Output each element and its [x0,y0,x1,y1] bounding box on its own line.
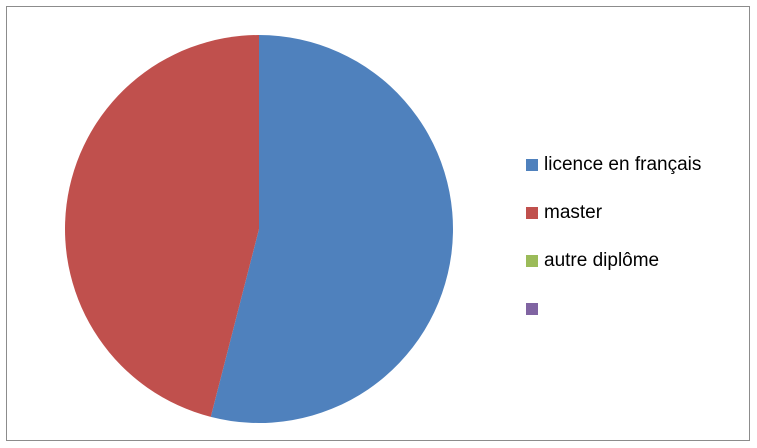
legend-label: master [544,201,603,223]
legend-swatch [526,206,538,219]
legend-swatch [526,158,538,171]
legend-swatch [526,302,538,315]
pie-chart [65,35,454,423]
pie-slice-2 [65,35,259,417]
legend-item: autre diplôme [526,245,701,276]
legend-item: master [526,197,701,228]
legend-label: autre diplôme [544,249,660,271]
legend-item [526,293,701,324]
legend-label: licence en français [544,153,702,175]
pie-slice-1 [210,35,454,423]
legend: licence en français master autre diplôme [526,149,701,341]
chart-area: licence en français master autre diplôme [6,6,750,441]
legend-item: licence en français [526,149,701,180]
legend-swatch [526,254,538,267]
